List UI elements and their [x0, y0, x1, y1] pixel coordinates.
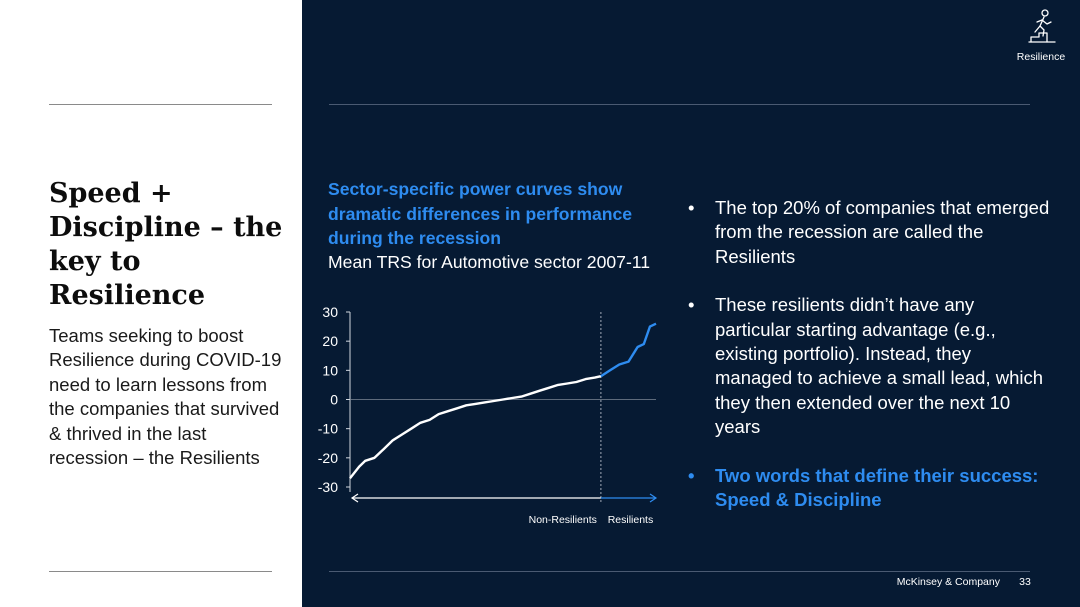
x-label-non-resilients: Non-Resilients	[529, 514, 597, 526]
bullet-list: • The top 20% of companies that emerged f…	[688, 196, 1053, 536]
chart-heading: Sector-specific power curves show dramat…	[328, 179, 633, 248]
y-tick-label: 30	[322, 304, 338, 320]
top-left-divider	[49, 104, 272, 105]
arrowhead-right	[649, 493, 658, 503]
y-tick-label: -20	[318, 450, 338, 466]
slide-title: Speed + Discipline – the key to Resilien…	[49, 178, 283, 311]
y-tick-label: 20	[322, 333, 338, 349]
y-tick-label: 0	[330, 392, 338, 408]
series-line-non-resilients	[349, 375, 602, 480]
stair-climber-icon	[1028, 9, 1056, 43]
bullet-item-highlight: • Two words that define their success: Sp…	[688, 464, 1053, 513]
top-right-divider	[329, 104, 1030, 105]
x-label-resilients: Resilients	[608, 514, 654, 526]
bottom-right-divider	[329, 571, 1030, 572]
bullet-text: These resilients didn’t have any particu…	[715, 294, 1044, 438]
bullet-item: • These resilients didn’t have any partic…	[688, 293, 1053, 439]
footer-brand: McKinsey & Company	[896, 576, 1000, 588]
bullet-text: Two words that define their success: Spe…	[715, 464, 1039, 511]
series-line-resilients	[600, 322, 657, 378]
y-tick-label: -30	[318, 479, 338, 495]
trs-power-curve-chart: 30 20 10 0 -10 -20 -30 Non-Resilients Resilients	[318, 304, 658, 526]
bullet-text: The top 20% of companies that emerged fr…	[715, 197, 1050, 267]
page-number: 33	[1019, 576, 1031, 588]
bullet-marker: •	[688, 464, 695, 486]
arrowhead-left	[350, 493, 359, 503]
bullet-item: • The top 20% of companies that emerged f…	[688, 196, 1053, 269]
y-tick-label: 10	[322, 362, 338, 378]
bottom-left-divider	[49, 571, 272, 572]
resilience-tag-label: Resilience	[1016, 51, 1066, 63]
y-tick-label: -10	[318, 421, 338, 437]
left-panel	[0, 0, 302, 607]
bullet-marker: •	[688, 294, 695, 316]
right-panel	[302, 0, 1080, 607]
chart-subtitle: Mean TRS for Automotive sector 2007-11	[328, 252, 651, 272]
bullet-marker: •	[688, 197, 695, 218]
slide-body: Teams seeking to boost Resilience during…	[49, 325, 282, 469]
